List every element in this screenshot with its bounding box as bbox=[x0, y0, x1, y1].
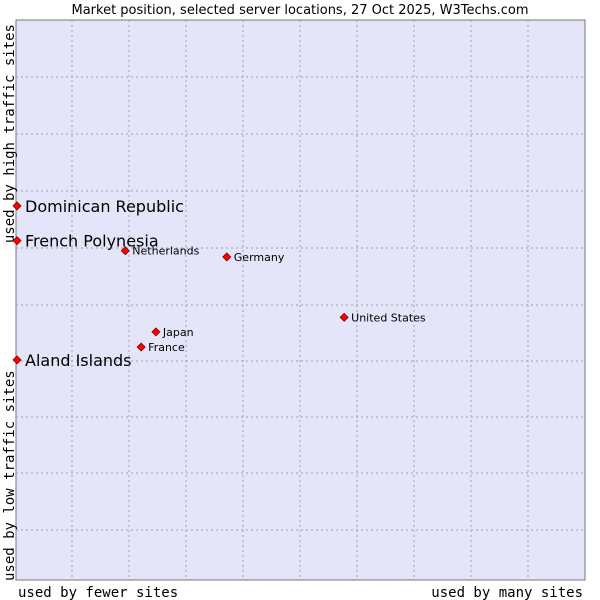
point-marker-netherlands bbox=[120, 246, 130, 256]
point-marker-japan bbox=[151, 327, 161, 337]
point-label-germany: Germany bbox=[234, 251, 285, 264]
data-point-france: France bbox=[136, 341, 185, 354]
point-label-french-polynesia: French Polynesia bbox=[25, 232, 159, 251]
data-point-aland-islands: Aland Islands bbox=[12, 351, 132, 370]
y-axis-label-high: used by high traffic sites bbox=[2, 24, 18, 243]
y-axis-label-low: used by low traffic sites bbox=[2, 370, 18, 581]
chart-title: Market position, selected server locatio… bbox=[71, 3, 528, 18]
point-marker-germany bbox=[222, 252, 232, 262]
point-label-dominican-republic: Dominican Republic bbox=[25, 197, 184, 216]
point-marker-united-states bbox=[339, 312, 349, 322]
point-label-japan: Japan bbox=[162, 326, 194, 339]
point-label-aland-islands: Aland Islands bbox=[25, 351, 132, 370]
data-point-netherlands: Netherlands bbox=[120, 245, 200, 258]
grid-lines bbox=[16, 20, 585, 580]
x-axis-label-low: used by fewer sites bbox=[18, 585, 178, 600]
data-point-germany: Germany bbox=[222, 251, 285, 264]
data-point-united-states: United States bbox=[339, 311, 426, 324]
x-axis-label-high: used by many sites bbox=[431, 585, 583, 600]
data-point-dominican-republic: Dominican Republic bbox=[12, 197, 184, 216]
point-label-united-states: United States bbox=[351, 311, 426, 324]
point-marker-aland-islands bbox=[12, 355, 22, 365]
data-points: Dominican Republic French Polynesia Aland … bbox=[12, 197, 426, 370]
point-marker-french-polynesia bbox=[12, 236, 22, 246]
data-point-french-polynesia: French Polynesia bbox=[12, 232, 159, 251]
point-label-france: France bbox=[148, 341, 185, 354]
point-marker-dominican-republic bbox=[12, 201, 22, 211]
point-label-netherlands: Netherlands bbox=[132, 245, 199, 258]
data-point-japan: Japan bbox=[151, 326, 194, 339]
point-marker-france bbox=[136, 342, 146, 352]
